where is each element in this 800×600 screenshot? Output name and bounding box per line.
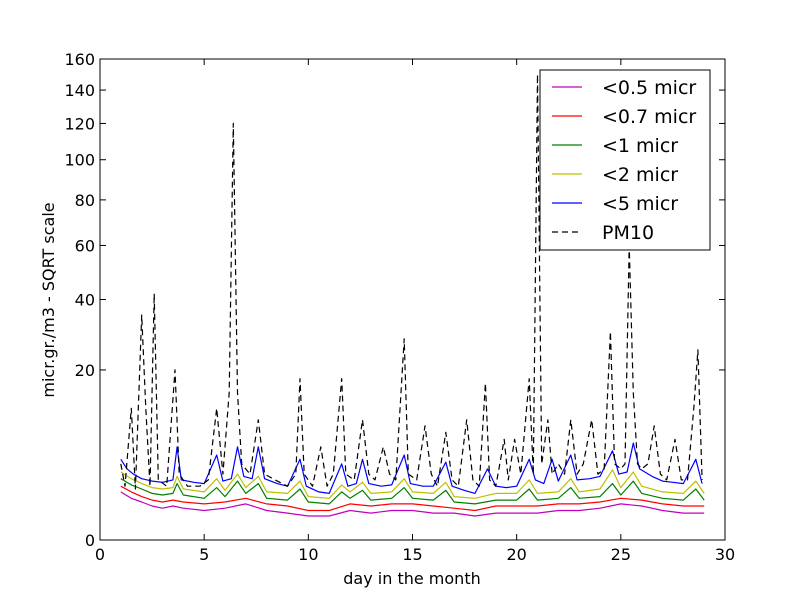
legend-label: <0.7 micr	[602, 106, 696, 128]
y-tick-label: 80	[75, 191, 95, 210]
legend-label: <2 micr	[602, 164, 678, 186]
series-line-3	[120, 469, 705, 499]
legend-label: <0.5 micr	[602, 77, 696, 99]
legend-label: <1 micr	[602, 135, 678, 157]
x-tick-label: 10	[298, 545, 318, 564]
series-line-4	[120, 442, 703, 494]
y-axis-label: micr.gr./m3 - SQRT scale	[39, 202, 58, 397]
x-tick-label: 5	[199, 545, 209, 564]
x-tick-label: 30	[715, 545, 735, 564]
legend-label: PM10	[602, 222, 654, 244]
y-axis-ticks: 0 20 40 60 80 100 120 140 160	[64, 50, 725, 550]
legend-label: <5 micr	[602, 193, 678, 215]
x-tick-label: 25	[611, 545, 631, 564]
y-tick-label: 100	[64, 151, 95, 170]
series-line-2	[120, 478, 705, 505]
x-tick-label: 15	[402, 545, 422, 564]
legend: <0.5 micr <0.7 micr <1 micr <2 micr <5 micr P…	[539, 69, 711, 251]
y-tick-label: 60	[75, 236, 95, 255]
y-tick-label: 40	[75, 291, 95, 310]
legend-frame	[539, 69, 711, 251]
y-tick-label: 120	[64, 114, 95, 133]
y-tick-label: 0	[85, 531, 95, 550]
x-tick-label: 20	[506, 545, 526, 564]
series-line-0	[120, 491, 705, 517]
x-axis-ticks: 0 5 10 15 20 25 30	[95, 59, 735, 564]
series-line-5	[120, 73, 703, 490]
x-tick-label: 0	[95, 545, 105, 564]
x-axis-label: day in the month	[343, 569, 480, 588]
y-tick-label: 20	[75, 361, 95, 380]
series-layer	[120, 73, 705, 517]
series-line-1	[120, 485, 705, 512]
y-tick-label: 160	[64, 50, 95, 69]
y-tick-label: 140	[64, 81, 95, 100]
